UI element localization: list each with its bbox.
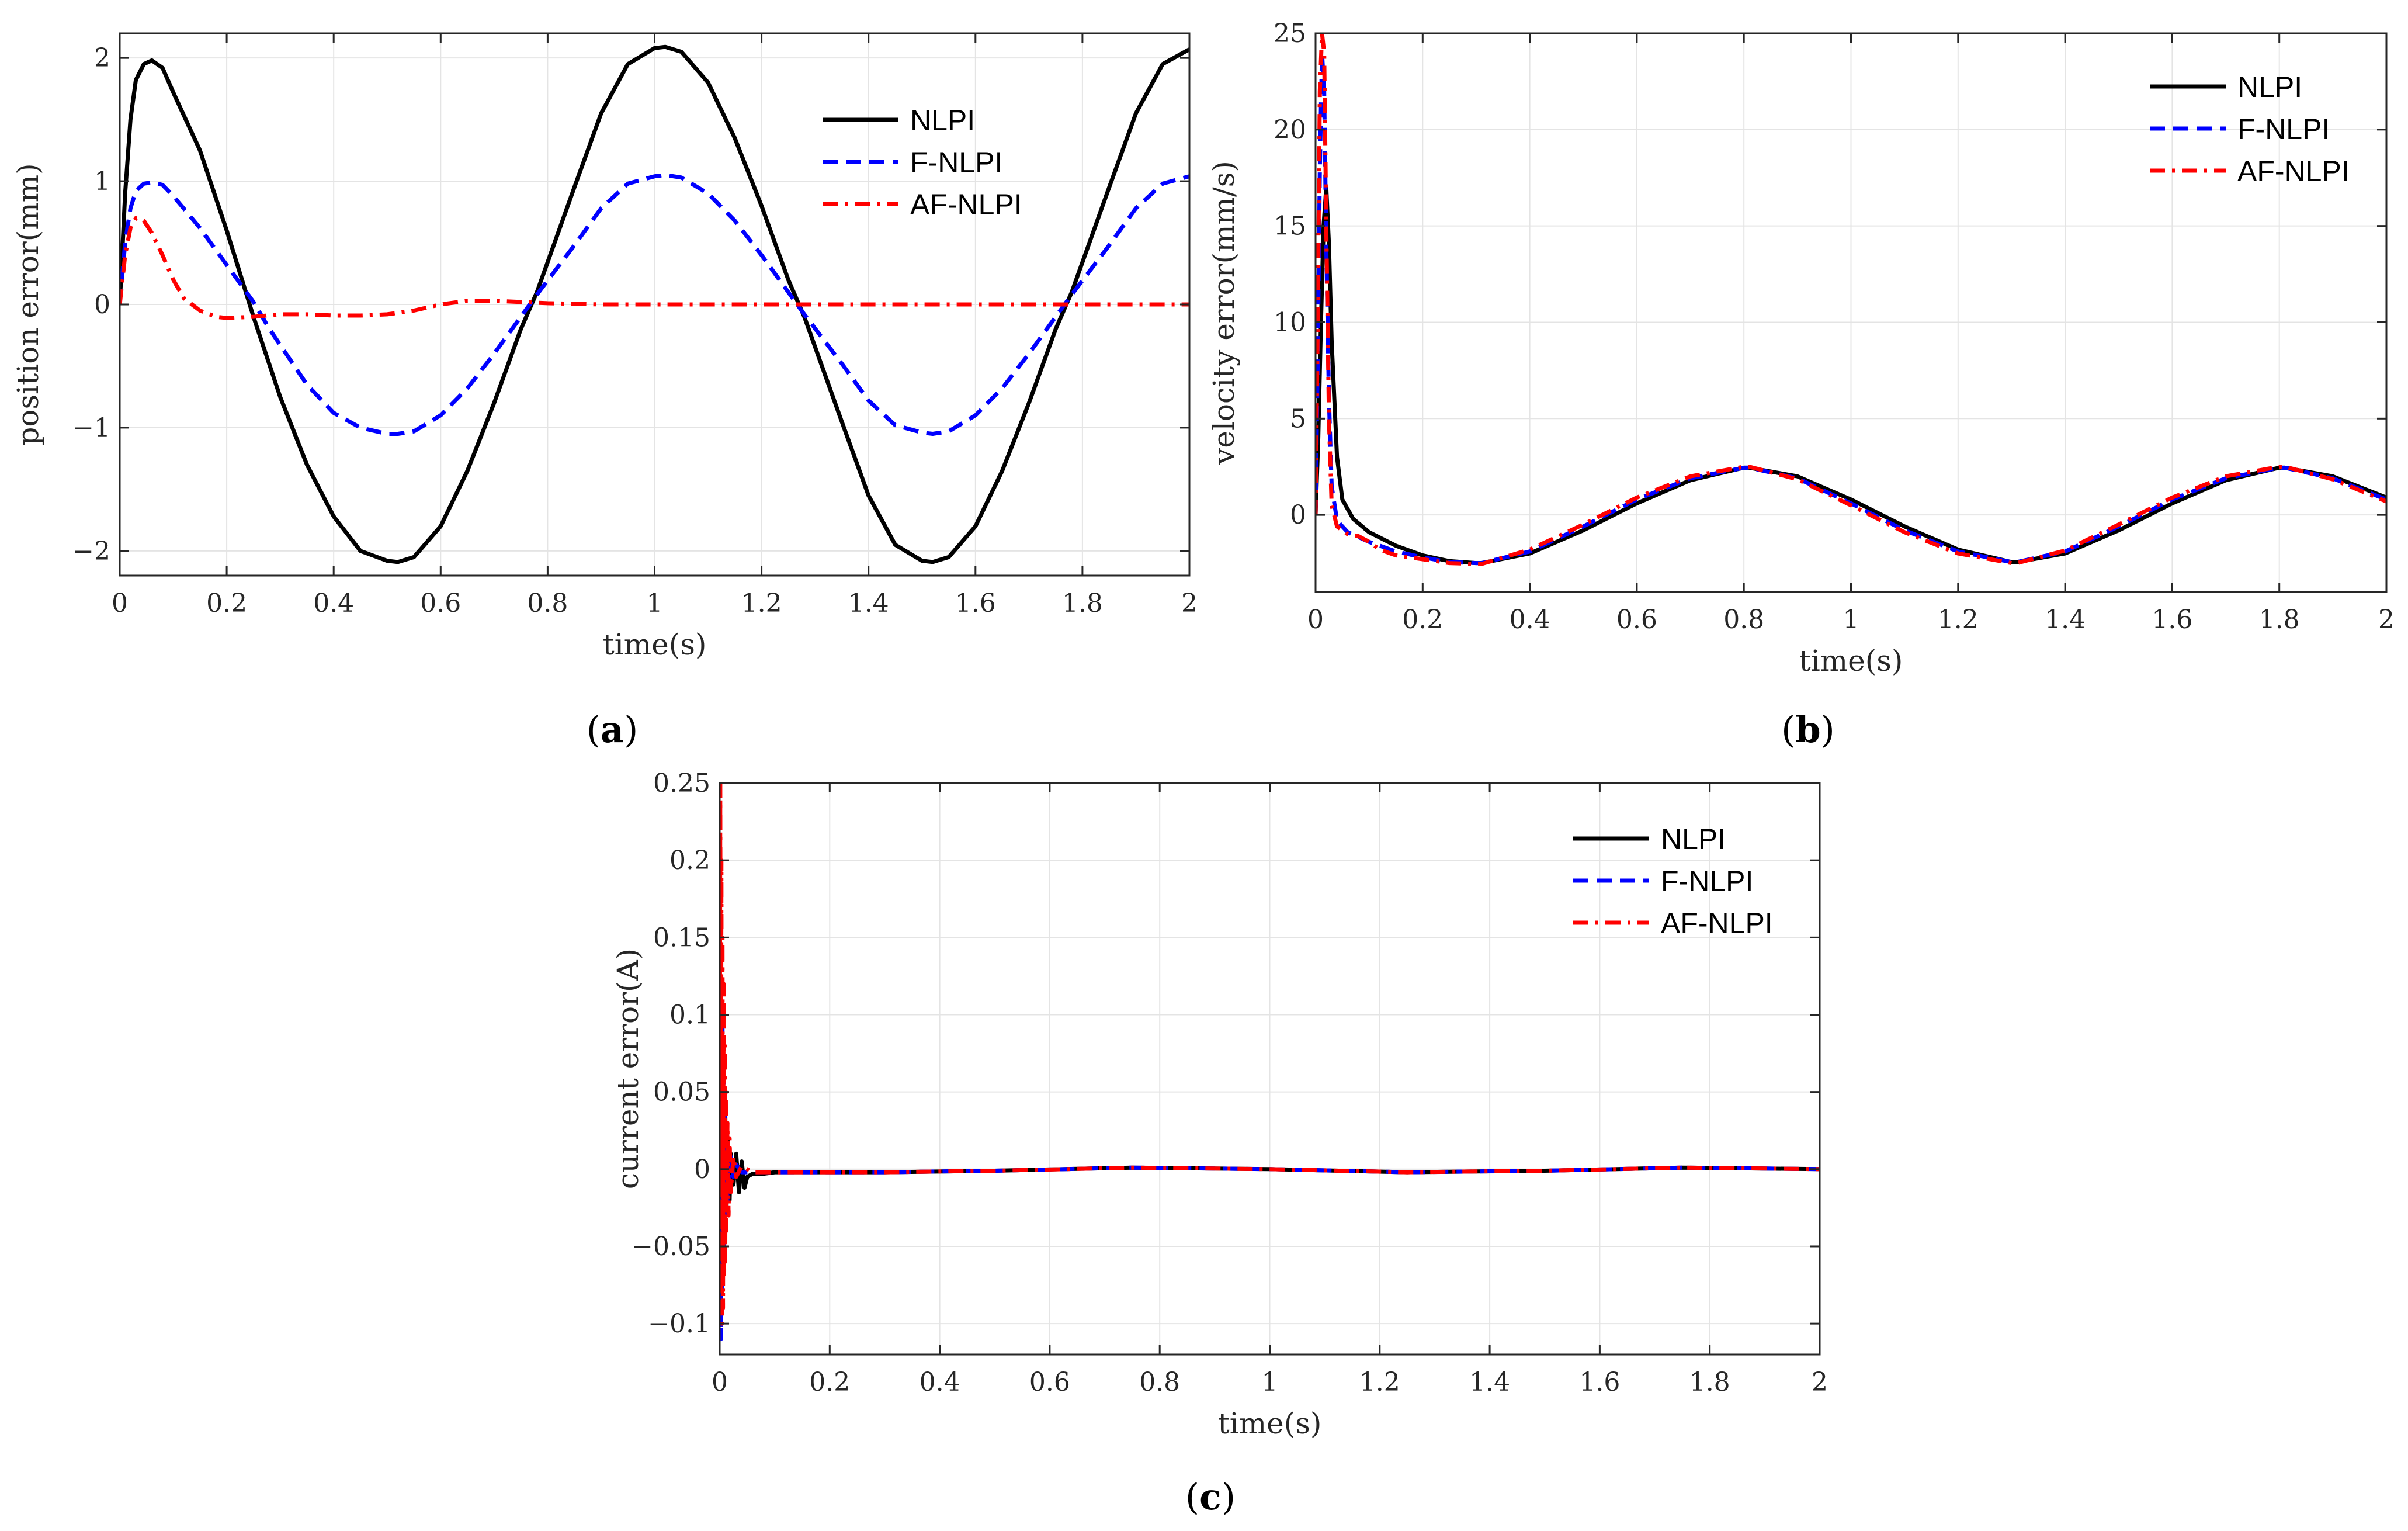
chart-a-xtick-label-10: 2 bbox=[1181, 588, 1198, 618]
chart-c-xtick-label-1: 0.2 bbox=[809, 1367, 850, 1397]
chart-b-ytick-label-5: 25 bbox=[1274, 19, 1306, 49]
chart-a-legend-label-nlpi: NLPI bbox=[910, 104, 975, 137]
chart-b-caption: (b) bbox=[1781, 708, 1835, 751]
chart-c-xtick-label-7: 1.4 bbox=[1469, 1367, 1510, 1397]
chart-b-xtick-label-3: 0.6 bbox=[1616, 605, 1657, 635]
chart-b-ytick-label-2: 10 bbox=[1274, 307, 1306, 337]
chart-c-xtick-label-3: 0.6 bbox=[1029, 1367, 1070, 1397]
chart-b-legend-label-f-nlpi: F-NLPI bbox=[2237, 113, 2330, 146]
chart-c-xtick-label-9: 1.8 bbox=[1689, 1367, 1730, 1397]
chart-b-xtick-label-1: 0.2 bbox=[1402, 605, 1443, 635]
chart-c-xtick-label-10: 2 bbox=[1812, 1367, 1828, 1397]
chart-a-line-af-nlpi bbox=[120, 216, 1189, 320]
chart-b-ytick-label-3: 15 bbox=[1274, 212, 1306, 241]
chart-c-legend-label-f-nlpi: F-NLPI bbox=[1661, 865, 1753, 898]
chart-a-xtick-label-6: 1.2 bbox=[741, 588, 782, 618]
chart-b-ytick-label-0: 0 bbox=[1290, 500, 1306, 530]
chart-c-line-af-nlpi bbox=[720, 783, 1820, 1326]
chart-b-xtick-label-5: 1 bbox=[1843, 605, 1859, 635]
chart-c-legend-label-nlpi: NLPI bbox=[1661, 823, 1726, 855]
chart-b-xtick-label-9: 1.8 bbox=[2259, 605, 2300, 635]
chart-b-xtick-label-4: 0.8 bbox=[1723, 605, 1764, 635]
chart-c-xtick-label-5: 1 bbox=[1262, 1367, 1278, 1397]
chart-c-legend-label-af-nlpi: AF-NLPI bbox=[1661, 907, 1773, 940]
chart-a-caption-close: ) bbox=[624, 708, 638, 751]
chart-b-xlabel: time(s) bbox=[1799, 644, 1903, 678]
chart-a-legend-label-f-nlpi: F-NLPI bbox=[910, 146, 1002, 179]
chart-c-caption-letter: c bbox=[1199, 1475, 1222, 1518]
chart-c-caption: (c) bbox=[1185, 1475, 1236, 1518]
chart-c-xtick-label-6: 1.2 bbox=[1359, 1367, 1400, 1397]
chart-b-series bbox=[1316, 33, 2386, 566]
chart-a-xlabel: time(s) bbox=[603, 628, 707, 661]
chart-a-xtick-label-5: 1 bbox=[647, 588, 663, 618]
chart-b-ytick-label-4: 20 bbox=[1274, 115, 1306, 145]
chart-c-xtick-label-0: 0 bbox=[712, 1367, 728, 1397]
chart-b-grid bbox=[1315, 33, 2387, 592]
chart-c-ytick-label-4: 0.1 bbox=[669, 1000, 710, 1030]
chart-a-caption-open: ( bbox=[587, 708, 601, 751]
chart-a-xtick-label-3: 0.6 bbox=[420, 588, 461, 618]
chart-b-xtick-label-0: 0 bbox=[1307, 605, 1324, 635]
chart-b-caption-close: ) bbox=[1821, 708, 1835, 751]
chart-c-ytick-label-1: −0.05 bbox=[632, 1232, 710, 1262]
chart-a-xtick-label-0: 0 bbox=[112, 588, 128, 618]
chart-c-ytick-label-3: 0.05 bbox=[653, 1078, 710, 1107]
chart-c-xtick-label-4: 0.8 bbox=[1139, 1367, 1180, 1397]
chart-c-ytick-label-2: 0 bbox=[694, 1155, 710, 1184]
chart-c-ytick-label-5: 0.15 bbox=[653, 923, 710, 952]
chart-b-line-af-nlpi bbox=[1316, 33, 2386, 566]
chart-c-xlabel: time(s) bbox=[1218, 1407, 1322, 1440]
chart-b-legend-label-af-nlpi: AF-NLPI bbox=[2237, 155, 2350, 188]
chart-b-caption-open: ( bbox=[1781, 708, 1795, 751]
chart-a-xtick-label-2: 0.4 bbox=[313, 588, 354, 618]
chart-c-xtick-label-2: 0.4 bbox=[920, 1367, 960, 1397]
chart-c-series bbox=[720, 783, 1820, 1342]
chart-a-xtick-label-9: 1.8 bbox=[1062, 588, 1103, 618]
chart-b-xtick-label-7: 1.4 bbox=[2045, 605, 2086, 635]
chart-c-ytick-label-7: 0.25 bbox=[653, 768, 710, 798]
chart-c: 0 0.2 0.4 0.6 0.8 1 1.2 1.4 1.6 1.8 2 −0.1 −0.05 0 0.0… bbox=[611, 768, 1828, 1518]
chart-b-xtick-label-2: 0.4 bbox=[1510, 605, 1550, 635]
chart-b-xtick-label-8: 1.6 bbox=[2152, 605, 2192, 635]
chart-b-caption-letter: b bbox=[1795, 708, 1820, 751]
chart-b-legend: NLPI F-NLPI AF-NLPI bbox=[2150, 71, 2350, 188]
chart-a-ytick-label-2: 0 bbox=[94, 290, 110, 320]
chart-c-ylabel: current error(A) bbox=[611, 948, 645, 1189]
chart-a-series bbox=[120, 44, 1189, 564]
chart-a-xtick-label-7: 1.4 bbox=[848, 588, 889, 618]
chart-b-ytick-label-1: 5 bbox=[1290, 404, 1306, 434]
chart-b-xtick-label-6: 1.2 bbox=[1938, 605, 1979, 635]
chart-b-ylabel: velocity error(mm/s) bbox=[1207, 161, 1241, 465]
chart-a-xtick-label-8: 1.6 bbox=[955, 588, 996, 618]
chart-c-ytick-label-0: −0.1 bbox=[648, 1309, 710, 1339]
chart-a-xtick-label-1: 0.2 bbox=[206, 588, 247, 618]
chart-a-line-nlpi bbox=[120, 44, 1189, 564]
chart-c-legend: NLPI F-NLPI AF-NLPI bbox=[1573, 823, 1773, 940]
chart-a-ytick-label-1: −1 bbox=[72, 413, 110, 443]
chart-b: 0 0.2 0.4 0.6 0.8 1 1.2 1.4 1.6 1.8 20510152025tim… bbox=[1207, 19, 2395, 751]
chart-b-xtick-label-10: 2 bbox=[2378, 605, 2395, 635]
chart-a-ylabel: position error(mm) bbox=[11, 163, 45, 445]
chart-b-legend-label-nlpi: NLPI bbox=[2237, 71, 2302, 103]
chart-a-line-f-nlpi bbox=[120, 173, 1189, 436]
chart-c-xtick-label-8: 1.6 bbox=[1579, 1367, 1620, 1397]
chart-a-legend-label-af-nlpi: AF-NLPI bbox=[910, 188, 1022, 221]
chart-a-xtick-label-4: 0.8 bbox=[527, 588, 568, 618]
chart-a-ytick-label-0: −2 bbox=[72, 536, 110, 566]
chart-c-grid bbox=[719, 782, 1820, 1355]
chart-a-caption-letter: a bbox=[601, 708, 624, 751]
chart-b-line-nlpi bbox=[1316, 185, 2386, 566]
chart-c-caption-open: ( bbox=[1185, 1475, 1199, 1518]
chart-c-caption-close: ) bbox=[1222, 1475, 1236, 1518]
chart-c-ytick-label-6: 0.2 bbox=[669, 846, 710, 875]
chart-a-ytick-label-4: 2 bbox=[94, 43, 110, 73]
chart-a-caption: (a) bbox=[587, 708, 639, 751]
chart-a-ytick-label-3: 1 bbox=[94, 167, 110, 196]
chart-a: 0 0.2 0.4 0.6 0.8 1 1.2 1.4 1.6 1.8 2 −2 −1 0 1 2 time(s… bbox=[11, 32, 1198, 751]
chart-a-legend: NLPI F-NLPI AF-NLPI bbox=[823, 104, 1022, 221]
